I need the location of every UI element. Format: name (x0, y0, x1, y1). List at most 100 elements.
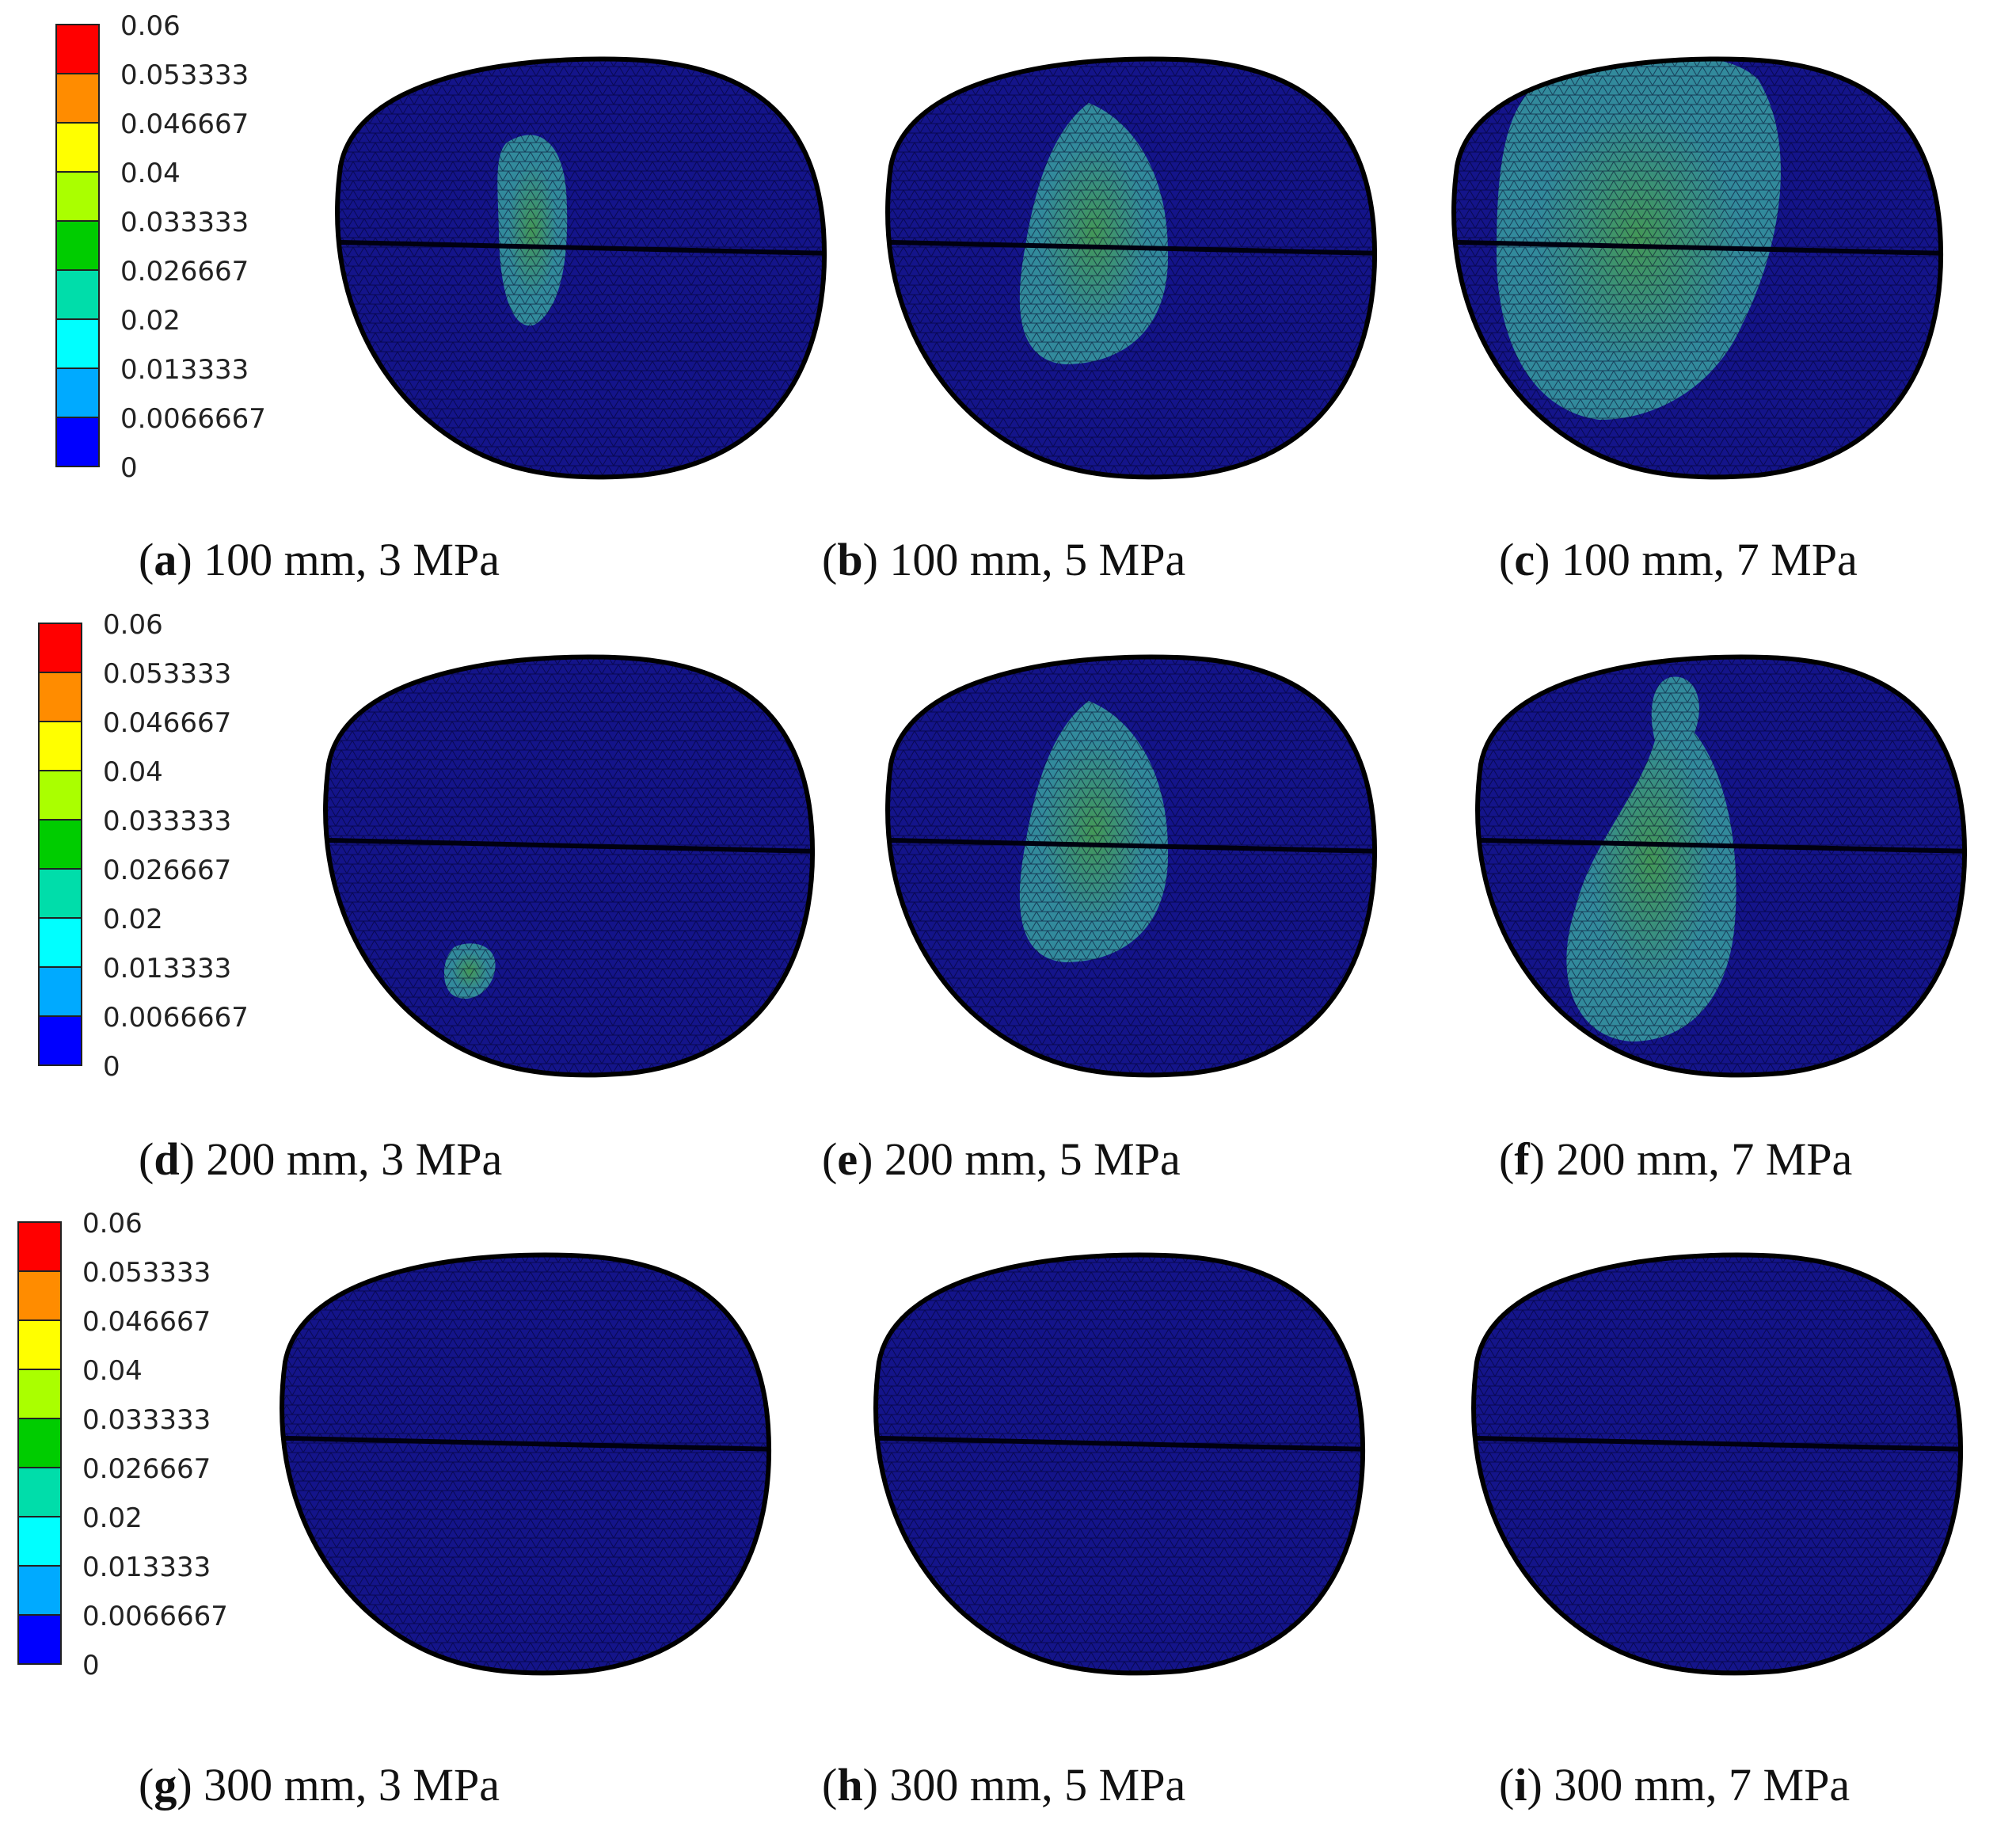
colorbar-legend-row-3: 0.06 0.053333 0.046667 0.04 0.033333 0.026667… (17, 1210, 287, 1712)
panel-g (253, 1243, 776, 1687)
mesh-grid (337, 59, 825, 478)
panel-b (859, 48, 1382, 491)
legend-swatch (17, 1614, 62, 1665)
legend-swatch (55, 318, 100, 369)
mesh-seam (1478, 837, 1965, 854)
legend-tick-label: 0.04 (120, 158, 181, 189)
legend-swatch (55, 417, 100, 467)
legend-swatch (38, 966, 82, 1017)
panel-h (847, 1243, 1370, 1687)
legend-tick-label: 0.0066667 (82, 1601, 228, 1632)
legend-swatch (55, 73, 100, 124)
panel-e (859, 645, 1382, 1089)
panel-c (1425, 48, 1948, 491)
mesh-body (280, 1252, 771, 1676)
legend-tick-label: 0.0066667 (103, 1002, 249, 1034)
legend-swatch (38, 917, 82, 968)
mesh-body (885, 654, 1377, 1078)
colorbar-legend-row-2: 0.06 0.053333 0.046667 0.04 0.033333 0.026667… (38, 611, 307, 1114)
legend-tick-label: 0.04 (82, 1355, 143, 1387)
legend-tick-label: 0 (82, 1650, 100, 1681)
legend-swatch (17, 1319, 62, 1370)
mesh-seam (888, 837, 1375, 854)
mesh-grid (282, 1255, 770, 1674)
panel-i (1445, 1243, 1968, 1687)
legend-tick-label: 0.013333 (82, 1552, 211, 1583)
legend-tick-label: 0.053333 (120, 59, 249, 91)
mesh-seam (325, 837, 813, 854)
legend-swatch (38, 623, 82, 673)
caption-c: (c) 100 mm, 7 MPa (1499, 534, 1858, 585)
legend-tick-label: 0.046667 (82, 1306, 211, 1338)
legend-tick-label: 0.02 (120, 305, 181, 337)
legend-tick-label: 0.06 (120, 10, 181, 42)
mesh-body (873, 1252, 1365, 1676)
caption-e: (e) 200 mm, 5 MPa (822, 1133, 1181, 1185)
legend-tick-label: 0.013333 (103, 953, 232, 984)
legend-tick-label: 0 (120, 452, 138, 484)
legend-swatch (17, 1270, 62, 1321)
mesh-outline (885, 654, 1377, 1078)
legend-swatch (17, 1369, 62, 1419)
legend-swatch (17, 1467, 62, 1517)
legend-tick-label: 0.02 (103, 904, 163, 935)
panel-f (1449, 645, 1972, 1089)
legend-swatch (38, 819, 82, 870)
mesh-grid (876, 1255, 1364, 1674)
legend-swatch (17, 1418, 62, 1468)
caption-i: (i) 300 mm, 7 MPa (1499, 1759, 1851, 1811)
mesh-seam (888, 239, 1375, 256)
legend-tick-label: 0.033333 (82, 1404, 211, 1436)
legend-tick-label: 0.026667 (103, 855, 232, 886)
mesh-body (323, 654, 815, 1078)
caption-b: (b) 100 mm, 5 MPa (822, 534, 1186, 585)
panel-d (297, 645, 820, 1089)
legend-swatch (55, 269, 100, 320)
legend-tick-label: 0.06 (82, 1208, 143, 1239)
legend-tick-label: 0.046667 (103, 707, 232, 739)
legend-swatch (38, 868, 82, 919)
legend-tick-label: 0.046667 (120, 109, 249, 140)
mesh-outline (873, 1252, 1365, 1676)
legend-swatch (17, 1565, 62, 1616)
mesh-outline (280, 1252, 771, 1676)
mesh-seam (1454, 239, 1942, 256)
legend-tick-label: 0.053333 (103, 658, 232, 690)
caption-f: (f) 200 mm, 7 MPa (1499, 1133, 1853, 1185)
caption-g: (g) 300 mm, 3 MPa (139, 1759, 500, 1811)
mesh-body (1471, 1252, 1963, 1676)
mesh-outline (1451, 56, 1943, 480)
mesh-outline (1475, 654, 1967, 1078)
legend-swatch (55, 367, 100, 418)
legend-swatch (38, 1015, 82, 1066)
mesh-seam (1474, 1435, 1961, 1452)
mesh-grid (888, 657, 1375, 1076)
legend-swatch (55, 220, 100, 271)
legend-tick-label: 0.04 (103, 756, 163, 788)
mesh-seam (876, 1435, 1364, 1452)
legend-swatch (38, 770, 82, 821)
mesh-outline (335, 56, 827, 480)
caption-h: (h) 300 mm, 5 MPa (822, 1759, 1186, 1811)
legend-tick-label: 0.033333 (103, 805, 232, 837)
legend-swatch (55, 24, 100, 74)
mesh-seam (337, 239, 825, 256)
legend-tick-label: 0.053333 (82, 1257, 211, 1289)
mesh-outline (323, 654, 815, 1078)
legend-tick-label: 0.026667 (82, 1453, 211, 1485)
legend-tick-label: 0.033333 (120, 207, 249, 238)
mesh-body (1475, 654, 1967, 1078)
legend-tick-label: 0 (103, 1051, 120, 1083)
legend-tick-label: 0.02 (82, 1502, 143, 1534)
legend-tick-label: 0.013333 (120, 354, 249, 386)
mesh-grid (325, 657, 813, 1076)
legend-tick-label: 0.026667 (120, 256, 249, 287)
mesh-outline (1471, 1252, 1963, 1676)
mesh-outline (885, 56, 1377, 480)
mesh-grid (1478, 657, 1965, 1076)
caption-a: (a) 100 mm, 3 MPa (139, 534, 500, 585)
mesh-body (335, 56, 827, 480)
legend-swatch (17, 1221, 62, 1272)
legend-swatch (38, 721, 82, 771)
